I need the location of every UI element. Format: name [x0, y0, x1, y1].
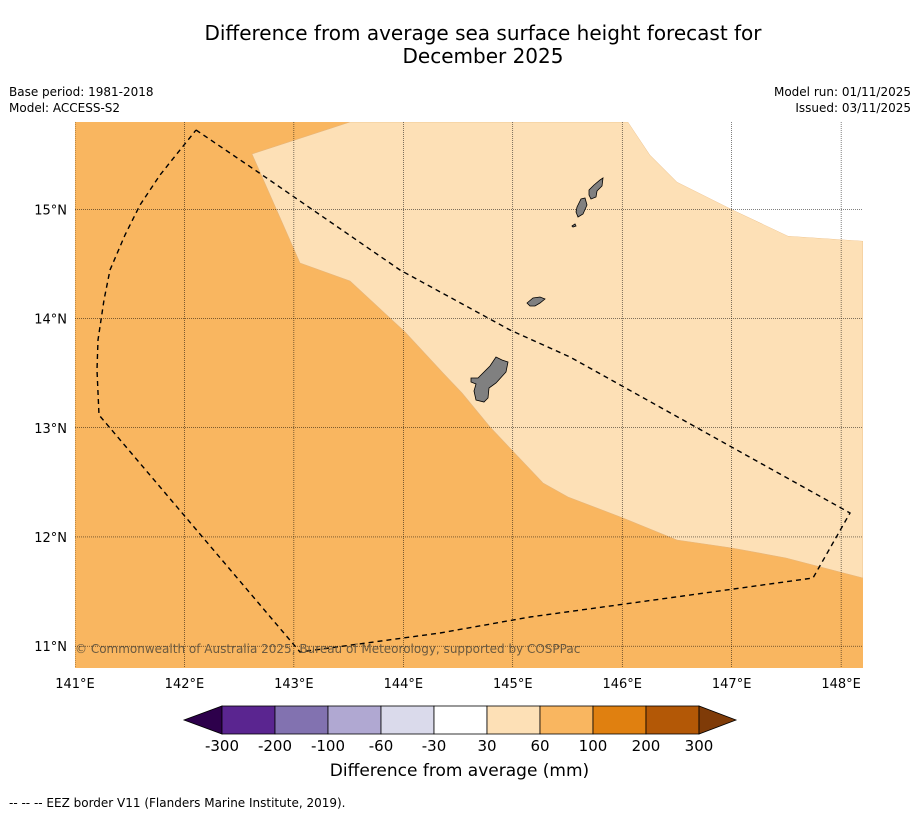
- colorbar-over-extend: [698, 705, 738, 735]
- saipan-island: [588, 177, 604, 200]
- colorbar-title: Difference from average (mm): [329, 761, 590, 781]
- meta-right: Model run: 01/11/2025 Issued: 03/11/2025: [774, 84, 911, 116]
- colorbar-tick-label: 200: [632, 737, 661, 755]
- issued-text: Issued: 03/11/2025: [795, 101, 911, 115]
- colorbar-tick-label: 100: [579, 737, 608, 755]
- lat-tick-label: 12°N: [34, 531, 67, 546]
- region-below-30: [628, 122, 863, 241]
- lon-tick-label: 145°E: [493, 677, 533, 692]
- colorbar-bin: [274, 705, 329, 735]
- colorbar-tick-label: -30: [422, 737, 447, 755]
- map-title: Difference from average sea surface heig…: [0, 22, 919, 68]
- rota-island: [526, 296, 546, 307]
- graticule: [75, 122, 863, 668]
- colorbar-bin: [486, 705, 541, 735]
- map-title-line1: Difference from average sea surface heig…: [204, 21, 762, 45]
- base-period-text: Base period: 1981-2018: [9, 85, 154, 99]
- lon-tick-label: 147°E: [712, 677, 752, 692]
- lat-tick-label: 11°N: [34, 640, 67, 655]
- aguijan-island: [571, 223, 577, 228]
- lon-tick-label: 148°E: [821, 677, 861, 692]
- colorbar-tick-label: 60: [530, 737, 549, 755]
- eez-footnote: -- -- -- EEZ border V11 (Flanders Marine…: [9, 796, 346, 810]
- meta-left: Base period: 1981-2018 Model: ACCESS-S2: [9, 84, 154, 116]
- lon-tick-label: 143°E: [274, 677, 314, 692]
- colorbar-under-extend: [182, 705, 223, 735]
- colorbar-bin: [592, 705, 647, 735]
- colorbar-tick-label: -200: [258, 737, 292, 755]
- colorbar: -300 -200 -100 -60 -30 30 60 100 200 300: [182, 705, 738, 755]
- tinian-island: [575, 197, 588, 218]
- colorbar-bin: [645, 705, 700, 735]
- latitude-labels: 11°N 12°N 13°N 14°N 15°N: [34, 203, 67, 655]
- eez-border: [96, 129, 851, 653]
- lat-tick-label: 15°N: [34, 203, 67, 218]
- lon-tick-label: 141°E: [55, 677, 95, 692]
- map-area: © Commonwealth of Australia 2025, Bureau…: [75, 122, 863, 668]
- colorbar-tick-label: -300: [205, 737, 239, 755]
- lat-tick-label: 14°N: [34, 313, 67, 328]
- longitude-labels: 141°E 142°E 143°E 144°E 145°E 146°E 147°E 148°E: [55, 677, 861, 692]
- colorbar-tick-label: 30: [477, 737, 496, 755]
- guam-island: [470, 356, 509, 403]
- lon-tick-label: 146°E: [602, 677, 642, 692]
- colorbar-bin: [221, 705, 276, 735]
- map-title-line2: December 2025: [402, 44, 564, 68]
- lon-tick-label: 142°E: [165, 677, 205, 692]
- colorbar-bin: [433, 705, 488, 735]
- colorbar-tick-label: -100: [311, 737, 345, 755]
- copyright-text: © Commonwealth of Australia 2025, Bureau…: [75, 642, 580, 656]
- lat-tick-label: 13°N: [34, 422, 67, 437]
- colorbar-bin: [380, 705, 435, 735]
- colorbar-tick-label: 300: [685, 737, 714, 755]
- model-text: Model: ACCESS-S2: [9, 101, 121, 115]
- colorbar-bin: [327, 705, 382, 735]
- colorbar-bin: [539, 705, 594, 735]
- lon-tick-label: 144°E: [384, 677, 424, 692]
- model-run-text: Model run: 01/11/2025: [773, 85, 911, 99]
- colorbar-tick-label: -60: [369, 737, 394, 755]
